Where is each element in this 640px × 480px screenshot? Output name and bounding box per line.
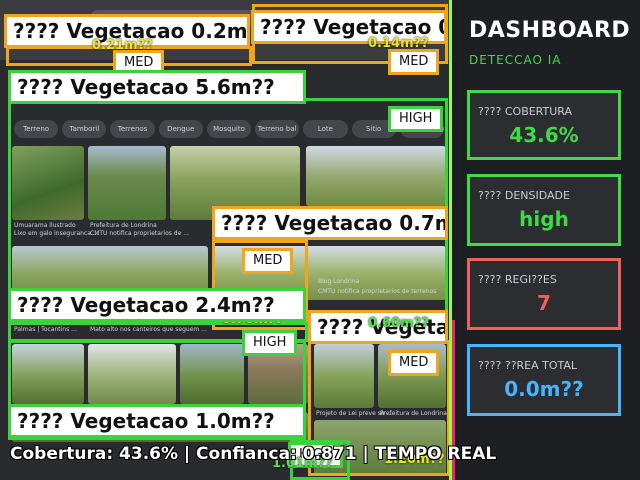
image-caption: CMTU notifica proprietarios de terrenos … xyxy=(318,288,438,295)
regions-card: ???? REGI??ES 7 xyxy=(467,258,621,330)
panel-divider-magenta xyxy=(452,320,455,480)
detection-label: ???? Vegetacao 0.7m?? xyxy=(212,206,448,240)
status-footer: Cobertura: 43.6% | Confianca: 0.871 | TE… xyxy=(10,444,497,464)
image-thumbnail[interactable] xyxy=(314,344,374,408)
area-metric: 0.60m?? xyxy=(368,316,429,331)
detection-box xyxy=(8,340,306,440)
severity-tag: HIGH xyxy=(288,442,344,468)
severity-tag: MED xyxy=(242,248,294,274)
detection-label: ???? Vegetacao 1.0m?? xyxy=(8,404,306,438)
coverage-card: ???? COBERTURA 43.6% xyxy=(467,90,621,160)
image-caption: Mato alto nos canteiros que seguem ... xyxy=(90,326,207,333)
search-chip[interactable]: Terrenos xyxy=(110,120,155,138)
dashboard-panel: DASHBOARD DETECCAO IA ???? COBERTURA 43.… xyxy=(458,0,640,480)
detection-label: ???? Vegetacao 0.1m?? xyxy=(251,10,447,44)
search-chip[interactable]: Mosquito xyxy=(206,120,252,138)
area-metric: 1.20m?? xyxy=(384,452,445,467)
dashboard-subtitle: DETECCAO IA xyxy=(469,53,562,67)
image-caption: Palmas | Tocantins ... xyxy=(14,326,77,333)
search-chip[interactable]: Tamboril xyxy=(62,120,107,138)
image-caption: Umuarama Ilustrado xyxy=(14,222,76,229)
image-caption: Lixo em galo inseguranca ... xyxy=(14,230,99,237)
card-value: high xyxy=(519,207,569,231)
severity-tag: HIGH xyxy=(242,330,298,356)
area-metric: 1.01m?? xyxy=(272,456,333,471)
search-chip[interactable]: Sitio xyxy=(351,120,396,138)
card-label: ???? DENSIDADE xyxy=(478,189,570,202)
image-thumbnail[interactable] xyxy=(12,146,84,220)
image-caption: Projeto de Lei preve sa ... xyxy=(316,410,393,417)
card-label: ???? REGI??ES xyxy=(478,273,557,286)
detection-box xyxy=(212,240,308,330)
image-thumbnail[interactable] xyxy=(306,146,446,206)
image-caption: Prefeitura de Londrina xyxy=(90,222,157,229)
card-label: ???? COBERTURA xyxy=(478,105,573,118)
area-metric: 0.21m?? xyxy=(92,38,153,53)
total-area-card: ???? ??REA TOTAL 0.0m?? xyxy=(467,344,621,416)
image-caption: Blog Londrina xyxy=(318,278,360,285)
severity-tag: MED xyxy=(388,49,440,75)
image-caption: Prefeitura de Londrina xyxy=(380,410,447,417)
density-card: ???? DENSIDADE high xyxy=(467,174,621,246)
dashboard-title: DASHBOARD xyxy=(469,18,631,43)
detection-label: ???? Vegetacao 2.4m?? xyxy=(8,288,306,322)
image-thumbnail[interactable] xyxy=(12,344,84,404)
severity-tag: MED xyxy=(388,350,440,376)
card-value: 43.6% xyxy=(509,123,579,147)
search-chip[interactable]: Terreno xyxy=(14,120,59,138)
severity-tag: HIGH xyxy=(388,106,444,132)
area-metric: 0.14m?? xyxy=(368,36,429,51)
detection-label: ???? Vegetacao 0.2m?? xyxy=(4,14,250,48)
image-thumbnail[interactable] xyxy=(180,344,244,404)
image-thumbnail[interactable] xyxy=(88,146,166,220)
image-thumbnail[interactable] xyxy=(88,344,176,404)
search-chip[interactable]: Lote xyxy=(303,120,348,138)
card-value: 7 xyxy=(537,291,551,315)
search-chip[interactable]: Dengue xyxy=(158,120,203,138)
image-caption: CMTU notifica proprietarios de ... xyxy=(90,230,189,237)
card-label: ???? ??REA TOTAL xyxy=(478,359,578,372)
panel-divider-lime xyxy=(449,0,452,480)
search-chip[interactable]: Terreno bal xyxy=(255,120,300,138)
card-value: 0.0m?? xyxy=(504,377,584,401)
detection-label: ???? Vegetacao 0.6m?? xyxy=(308,310,448,344)
detection-label: ???? Vegetacao 5.6m?? xyxy=(8,70,306,104)
